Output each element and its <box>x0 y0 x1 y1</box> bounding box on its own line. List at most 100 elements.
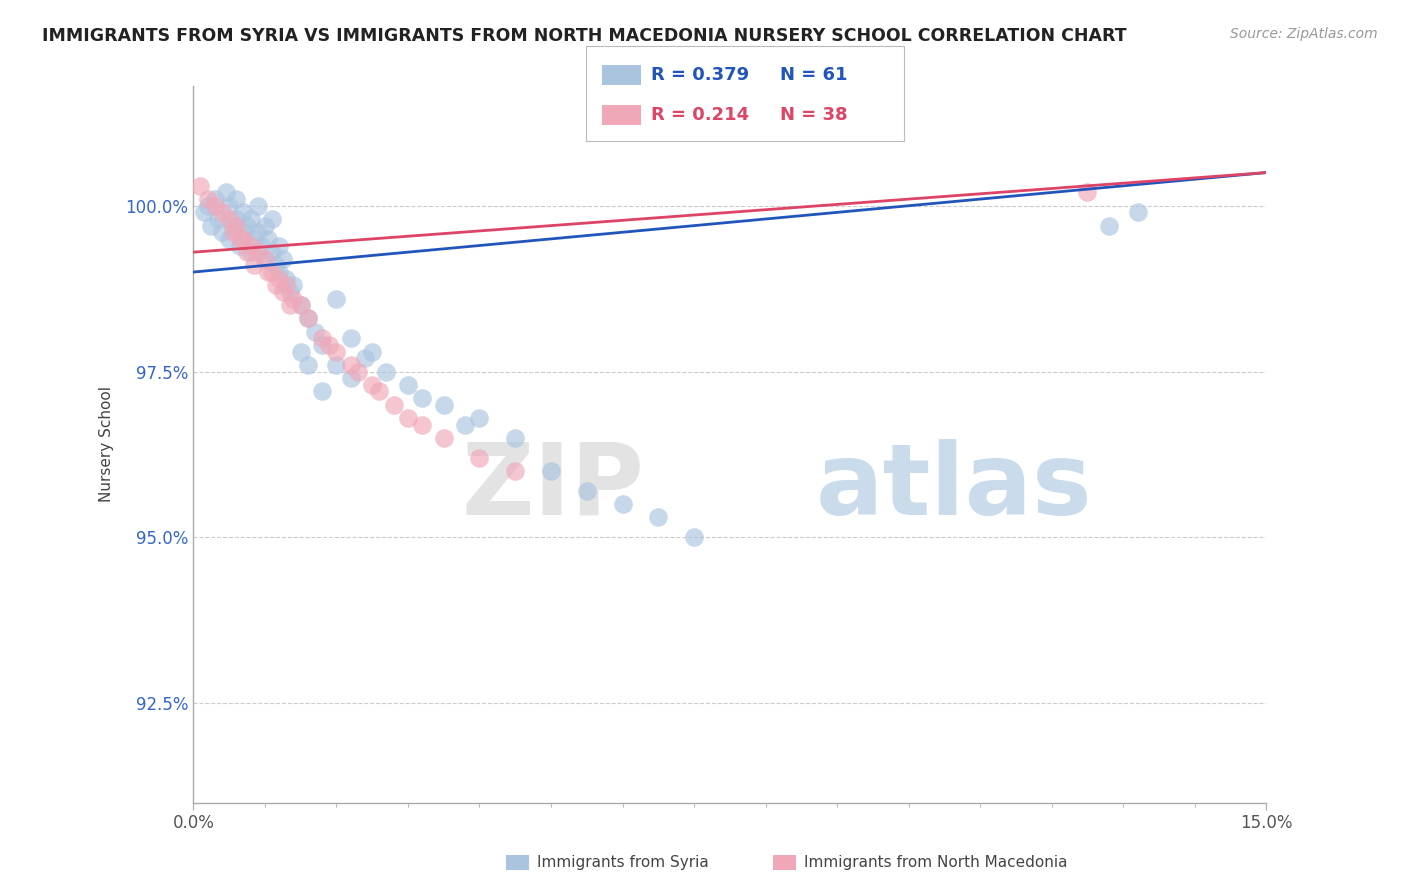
Point <box>433 398 456 412</box>
Point <box>503 431 526 445</box>
Point <box>454 417 477 432</box>
Point <box>1098 219 1121 233</box>
Point <box>325 344 347 359</box>
Point <box>297 358 319 372</box>
Text: Immigrants from North Macedonia: Immigrants from North Macedonia <box>804 855 1067 870</box>
Point <box>197 199 219 213</box>
Text: Immigrants from Syria: Immigrants from Syria <box>537 855 709 870</box>
Point <box>278 298 301 312</box>
Point <box>368 384 391 399</box>
Point <box>218 212 240 227</box>
Point <box>290 344 312 359</box>
Point <box>503 464 526 478</box>
Point <box>264 259 287 273</box>
Point <box>297 311 319 326</box>
Point <box>1126 205 1149 219</box>
Point <box>204 199 226 213</box>
Text: Source: ZipAtlas.com: Source: ZipAtlas.com <box>1230 27 1378 41</box>
Point <box>232 225 254 239</box>
Point <box>239 238 262 252</box>
Point <box>396 377 419 392</box>
Point <box>269 238 291 252</box>
Point <box>325 292 347 306</box>
Point <box>221 225 243 239</box>
Point <box>218 232 240 246</box>
Point <box>253 252 276 266</box>
Point <box>318 338 340 352</box>
Point <box>361 344 384 359</box>
Point <box>361 377 384 392</box>
Point <box>236 219 259 233</box>
Point <box>229 238 252 252</box>
Point <box>250 238 273 252</box>
Point <box>200 219 222 233</box>
Point <box>190 178 212 193</box>
Point <box>239 245 262 260</box>
Point <box>290 298 312 312</box>
Y-axis label: Nursery School: Nursery School <box>100 386 114 502</box>
Point <box>257 232 280 246</box>
Text: N = 61: N = 61 <box>780 66 848 84</box>
Point <box>339 358 361 372</box>
Point <box>304 325 326 339</box>
Point <box>269 271 291 285</box>
Point <box>468 450 491 465</box>
Point <box>246 245 269 260</box>
Point <box>260 265 283 279</box>
Point <box>253 219 276 233</box>
Point <box>246 199 269 213</box>
Point <box>211 225 233 239</box>
Point <box>339 331 361 345</box>
Point <box>347 365 370 379</box>
Point <box>283 278 305 293</box>
Point <box>1076 186 1098 200</box>
Point <box>411 417 433 432</box>
Point <box>207 212 229 227</box>
Point <box>278 285 301 299</box>
Point <box>311 331 333 345</box>
Point <box>339 371 361 385</box>
Text: R = 0.214: R = 0.214 <box>651 106 749 124</box>
Text: IMMIGRANTS FROM SYRIA VS IMMIGRANTS FROM NORTH MACEDONIA NURSERY SCHOOL CORRELAT: IMMIGRANTS FROM SYRIA VS IMMIGRANTS FROM… <box>42 27 1126 45</box>
Point <box>375 365 398 379</box>
Point <box>239 212 262 227</box>
Point <box>225 192 247 206</box>
Point <box>236 245 259 260</box>
Point <box>253 252 276 266</box>
Point <box>283 292 305 306</box>
Point <box>540 464 562 478</box>
Point <box>297 311 319 326</box>
Point <box>575 483 598 498</box>
Point <box>260 212 283 227</box>
Point <box>204 192 226 206</box>
Text: ZIP: ZIP <box>461 439 644 536</box>
Point <box>411 391 433 405</box>
Text: R = 0.379: R = 0.379 <box>651 66 749 84</box>
Point <box>271 285 294 299</box>
Point <box>468 411 491 425</box>
Point <box>354 351 377 366</box>
Point <box>683 530 706 544</box>
Text: atlas: atlas <box>815 439 1092 536</box>
Point <box>260 245 283 260</box>
Point <box>396 411 419 425</box>
Point <box>269 265 291 279</box>
Point <box>382 398 405 412</box>
Point <box>232 232 254 246</box>
Point <box>276 271 298 285</box>
Point <box>243 232 266 246</box>
Point <box>211 205 233 219</box>
Point <box>218 199 240 213</box>
Point <box>225 212 247 227</box>
Point <box>325 358 347 372</box>
Point <box>290 298 312 312</box>
Point <box>276 278 298 293</box>
Point <box>647 510 669 524</box>
Point <box>214 186 236 200</box>
Point <box>243 259 266 273</box>
Point <box>232 205 254 219</box>
Point <box>311 384 333 399</box>
Point <box>612 497 634 511</box>
Point <box>257 265 280 279</box>
Point <box>221 219 243 233</box>
